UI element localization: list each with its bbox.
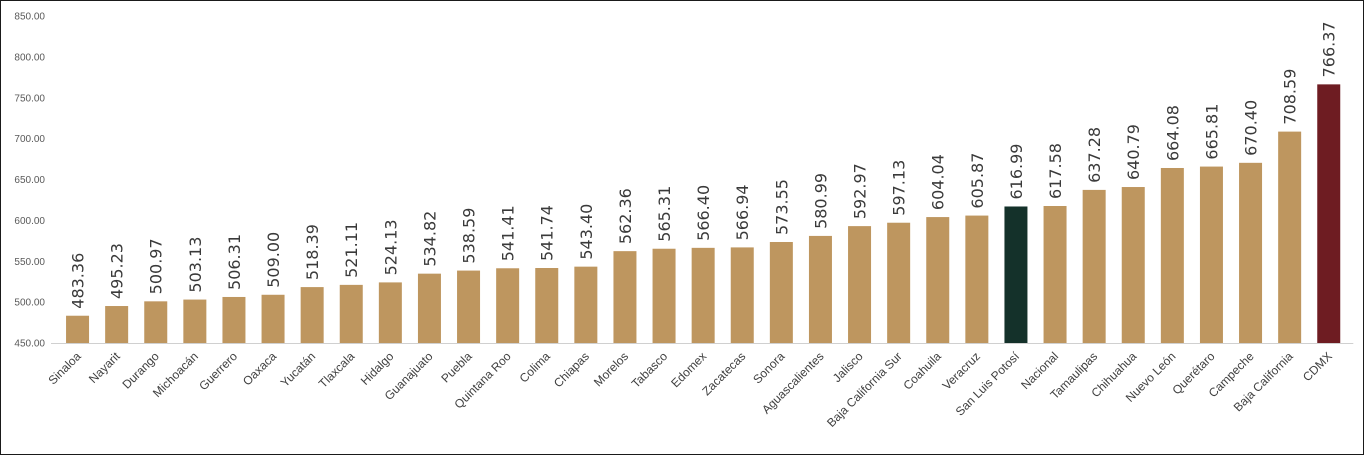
bar-durango <box>144 301 168 343</box>
bar-quer-taro <box>1199 166 1223 343</box>
x-category-label: Tlaxcala <box>316 349 358 391</box>
bar-san-luis-potos- <box>1004 206 1028 343</box>
bar-sinaloa <box>66 315 90 343</box>
data-label: 538.59 <box>460 208 479 264</box>
bar-michoac-n <box>183 299 207 343</box>
data-label: 597.13 <box>890 160 909 216</box>
data-label: 524.13 <box>381 219 400 275</box>
bar-quintana-roo <box>496 268 520 343</box>
data-label: 506.31 <box>225 234 244 290</box>
bar-chihuahua <box>1121 187 1145 343</box>
data-label: 495.23 <box>108 243 127 299</box>
bar-nayarit <box>105 306 129 343</box>
bar-nuevo-le-n <box>1160 167 1184 343</box>
bar-yucat-n <box>300 287 324 343</box>
bar-jalisco <box>848 226 872 343</box>
bar-sonora <box>769 241 793 343</box>
bar-tlaxcala <box>339 284 363 343</box>
data-label: 566.94 <box>733 184 752 240</box>
x-category-label: Sonora <box>750 349 787 386</box>
data-label: 637.28 <box>1085 127 1104 183</box>
x-category-label: Sinaloa <box>45 349 83 387</box>
bar-coahuila <box>926 217 950 343</box>
y-tick-label: 650.00 <box>14 175 45 186</box>
x-category-label: Coahuila <box>900 349 944 393</box>
y-tick-label: 600.00 <box>14 216 45 227</box>
x-category-label: Yucatán <box>278 349 319 390</box>
data-label: 708.59 <box>1281 69 1300 125</box>
data-label: 604.04 <box>929 154 948 210</box>
bar-chiapas <box>574 266 598 343</box>
bar-aguascalientes <box>808 235 832 343</box>
y-tick-label: 700.00 <box>14 134 45 145</box>
bar-baja-california-sur <box>887 222 911 343</box>
data-label: 518.39 <box>303 224 322 280</box>
data-label: 665.81 <box>1202 104 1221 160</box>
y-tick-label: 800.00 <box>14 52 45 63</box>
bar-hidalgo <box>378 282 402 343</box>
x-category-label: Chiapas <box>551 349 592 390</box>
bar-guanajuato <box>417 273 441 343</box>
y-tick-label: 850.00 <box>14 12 45 23</box>
bar-cdmx <box>1317 84 1341 343</box>
x-category-label: CDMX <box>1300 349 1335 384</box>
bar-tamaulipas <box>1082 189 1106 343</box>
data-label: 766.37 <box>1320 21 1339 77</box>
y-tick-label: 500.00 <box>14 298 45 309</box>
x-category-label: Colima <box>517 349 554 386</box>
x-category-label: Tabasco <box>629 349 671 391</box>
bar-tabasco <box>652 248 676 343</box>
x-category-label: Oaxaca <box>240 349 279 388</box>
data-label: 562.36 <box>616 188 635 244</box>
bars <box>66 84 1341 343</box>
x-category-label: Baja California Sur <box>824 349 905 430</box>
y-tick-label: 450.00 <box>14 339 45 350</box>
bar-guerrero <box>222 296 246 343</box>
x-category-label: Jalisco <box>830 349 866 385</box>
bar-zacatecas <box>730 247 754 343</box>
y-tick-label: 750.00 <box>14 93 45 104</box>
data-label: 483.36 <box>69 253 88 309</box>
bar-oaxaca <box>261 294 285 343</box>
data-label: 580.99 <box>811 173 830 229</box>
x-category-label: Hidalgo <box>358 349 397 388</box>
bar-baja-california <box>1278 131 1302 343</box>
x-category-label: Morelos <box>591 349 631 389</box>
data-label: 640.79 <box>1124 124 1143 180</box>
data-label: 500.97 <box>147 238 166 294</box>
y-tick-label: 550.00 <box>14 257 45 268</box>
bar-puebla <box>457 270 481 343</box>
data-label: 616.99 <box>1007 144 1026 200</box>
x-category-label: Guerrero <box>196 349 240 393</box>
data-labels: 483.36 495.23 500.97 503.13 506.31 509.00 518.… <box>69 21 1339 308</box>
data-label: 617.58 <box>1046 143 1065 199</box>
x-category-label: Puebla <box>438 349 475 386</box>
data-label: 573.55 <box>772 179 791 235</box>
data-label: 541.41 <box>499 205 518 261</box>
data-label: 543.40 <box>577 204 596 260</box>
data-label: 565.31 <box>655 186 674 242</box>
data-label: 534.82 <box>420 211 439 267</box>
data-label: 664.08 <box>1163 105 1182 161</box>
data-label: 509.00 <box>264 232 283 288</box>
data-label: 670.40 <box>1242 100 1261 156</box>
data-label: 521.11 <box>342 222 361 278</box>
bar-veracruz <box>965 215 989 343</box>
bar-campeche <box>1239 162 1263 343</box>
bar-edomex <box>691 247 715 343</box>
data-label: 605.87 <box>968 153 987 209</box>
x-category-label: Nayarit <box>86 349 123 386</box>
data-label: 541.74 <box>538 205 557 261</box>
y-axis: 450.00 500.00 550.00 600.00 650.00 700.00 750.… <box>14 12 45 350</box>
data-label: 566.40 <box>694 185 713 241</box>
bar-colima <box>535 268 559 343</box>
data-label: 503.13 <box>186 237 205 293</box>
bar-morelos <box>613 251 637 343</box>
bar-nacional <box>1043 206 1067 343</box>
data-label: 592.97 <box>851 163 870 219</box>
